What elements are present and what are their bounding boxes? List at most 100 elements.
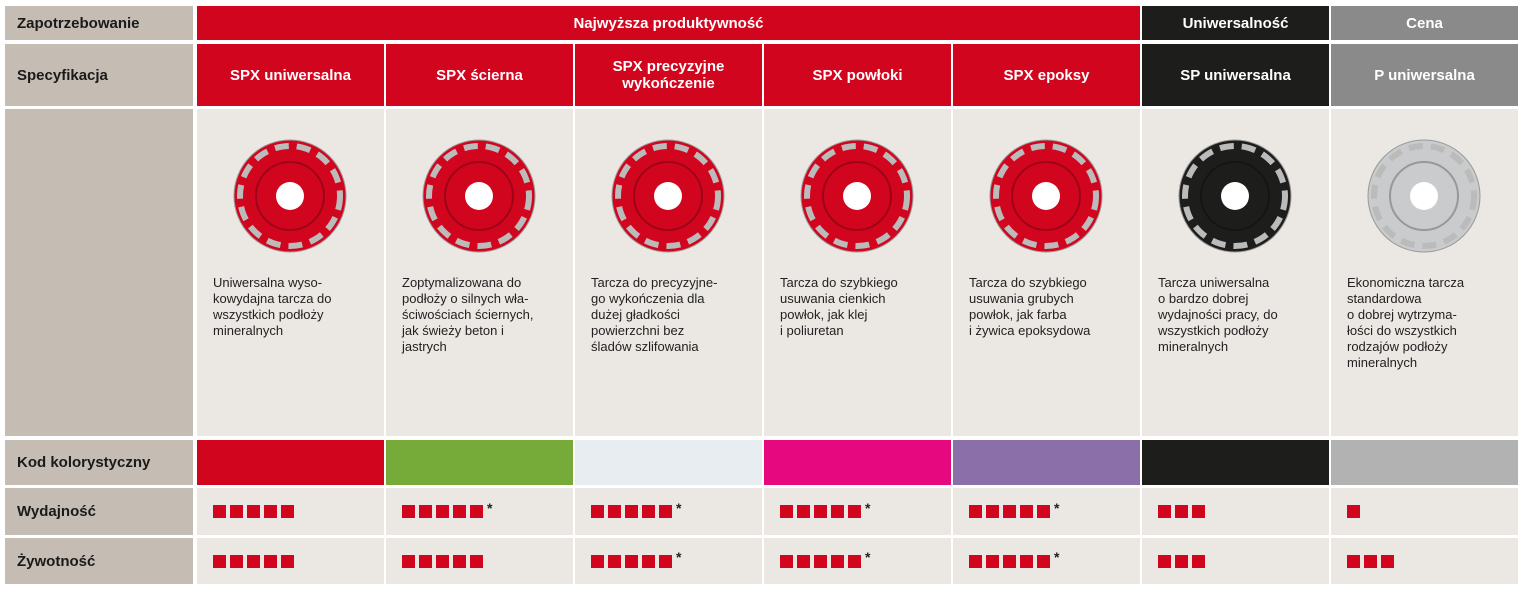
product-header: SPX ścierna bbox=[386, 44, 573, 106]
rating-square bbox=[264, 505, 277, 518]
rating-square bbox=[797, 505, 810, 518]
rating-square bbox=[625, 505, 638, 518]
rating-square bbox=[1381, 554, 1394, 568]
rating-cell: * bbox=[575, 538, 762, 584]
rating-note: * bbox=[865, 499, 871, 516]
color-code bbox=[764, 440, 951, 485]
product-header: SPX epoksy bbox=[953, 44, 1140, 106]
rating-square bbox=[281, 554, 294, 568]
rating-square bbox=[1158, 505, 1171, 518]
rating-square bbox=[642, 554, 655, 568]
disc-image bbox=[1367, 139, 1481, 253]
rating-square bbox=[986, 505, 999, 518]
rating-cell: * bbox=[386, 488, 573, 535]
rating-square bbox=[1192, 554, 1205, 568]
row-label bbox=[5, 109, 193, 436]
rating-cell bbox=[197, 538, 384, 584]
row-label: Żywotność bbox=[5, 538, 193, 584]
rating-square bbox=[1364, 554, 1377, 568]
rating-square bbox=[591, 554, 604, 568]
rating-square bbox=[1003, 505, 1016, 518]
rating-note: * bbox=[1054, 499, 1060, 516]
rating-cell bbox=[1142, 488, 1329, 535]
rating-square bbox=[1175, 554, 1188, 568]
row-label: Kod kolorystyczny bbox=[5, 440, 193, 485]
rating-square bbox=[591, 505, 604, 518]
rating-square bbox=[1175, 505, 1188, 518]
rating-square bbox=[247, 505, 260, 518]
product-header: SP uniwersalna bbox=[1142, 44, 1329, 106]
rating-square bbox=[986, 554, 999, 568]
rating-square bbox=[419, 505, 432, 518]
color-code bbox=[953, 440, 1140, 485]
group-header: Cena bbox=[1331, 6, 1518, 40]
rating-square bbox=[1347, 505, 1360, 518]
group-header: Uniwersalność bbox=[1142, 6, 1329, 40]
description: Tarcza do szybkiego usuwania cienkich po… bbox=[780, 275, 898, 338]
color-code bbox=[386, 440, 573, 485]
rating-square bbox=[1037, 554, 1050, 568]
description: Tarcza uniwersalna o bardzo dobrej wydaj… bbox=[1158, 275, 1278, 354]
group-header: Najwyższa produktywność bbox=[197, 6, 1140, 40]
rating-square bbox=[402, 554, 415, 568]
rating-square bbox=[659, 505, 672, 518]
rating-note: * bbox=[1054, 549, 1060, 565]
rating-square bbox=[1020, 505, 1033, 518]
rating-cell bbox=[1142, 538, 1329, 584]
rating-square bbox=[402, 505, 415, 518]
rating-square bbox=[230, 554, 243, 568]
disc-image bbox=[1178, 139, 1292, 253]
disc-image bbox=[422, 139, 536, 253]
rating-square bbox=[969, 554, 982, 568]
rating-square bbox=[436, 505, 449, 518]
rating-square bbox=[1003, 554, 1016, 568]
rating-square bbox=[470, 554, 483, 568]
product-cell: Zoptymalizowana do podłoży o silnych wła… bbox=[386, 109, 573, 436]
rating-square bbox=[1347, 554, 1360, 568]
rating-square bbox=[780, 554, 793, 568]
rating-square bbox=[264, 554, 277, 568]
rating-square bbox=[470, 505, 483, 518]
rating-square bbox=[1037, 505, 1050, 518]
rating-cell bbox=[1331, 538, 1518, 584]
rating-square bbox=[213, 505, 226, 518]
product-header: P uniwersalna bbox=[1331, 44, 1518, 106]
rating-square bbox=[797, 554, 810, 568]
color-code bbox=[575, 440, 762, 485]
rating-square bbox=[642, 505, 655, 518]
rating-square bbox=[453, 554, 466, 568]
rating-square bbox=[848, 505, 861, 518]
rating-cell bbox=[197, 488, 384, 535]
rating-square bbox=[1020, 554, 1033, 568]
rating-square bbox=[831, 505, 844, 518]
rating-cell: * bbox=[953, 538, 1140, 584]
rating-square bbox=[419, 554, 432, 568]
rating-cell: * bbox=[764, 538, 951, 584]
product-cell: Tarcza do szybkiego usuwania cienkich po… bbox=[764, 109, 951, 436]
disc-image bbox=[233, 139, 347, 253]
rating-square bbox=[436, 554, 449, 568]
row-label: Wydajność bbox=[5, 488, 193, 535]
rating-cell: * bbox=[575, 488, 762, 535]
disc-image bbox=[989, 139, 1103, 253]
product-cell: Tarcza do precyzyjne- go wykończenia dla… bbox=[575, 109, 762, 436]
rating-note: * bbox=[865, 549, 871, 565]
product-cell: Ekonomiczna tarcza standardowa o dobrej … bbox=[1331, 109, 1518, 436]
row-label: Zapotrzebowanie bbox=[5, 6, 193, 40]
rating-square bbox=[213, 554, 226, 568]
description: Uniwersalna wyso- kowydajna tarcza do ws… bbox=[213, 275, 332, 338]
rating-square bbox=[848, 554, 861, 568]
product-cell: Uniwersalna wyso- kowydajna tarcza do ws… bbox=[197, 109, 384, 436]
disc-image bbox=[611, 139, 725, 253]
description: Zoptymalizowana do podłoży o silnych wła… bbox=[402, 275, 534, 354]
description: Tarcza do precyzyjne- go wykończenia dla… bbox=[591, 275, 718, 354]
rating-square bbox=[780, 505, 793, 518]
rating-cell: * bbox=[953, 488, 1140, 535]
rating-square bbox=[659, 554, 672, 568]
rating-square bbox=[1158, 554, 1171, 568]
product-header: SPX uniwersalna bbox=[197, 44, 384, 106]
rating-square bbox=[608, 554, 621, 568]
color-code bbox=[1142, 440, 1329, 485]
product-cell: Tarcza uniwersalna o bardzo dobrej wydaj… bbox=[1142, 109, 1329, 436]
